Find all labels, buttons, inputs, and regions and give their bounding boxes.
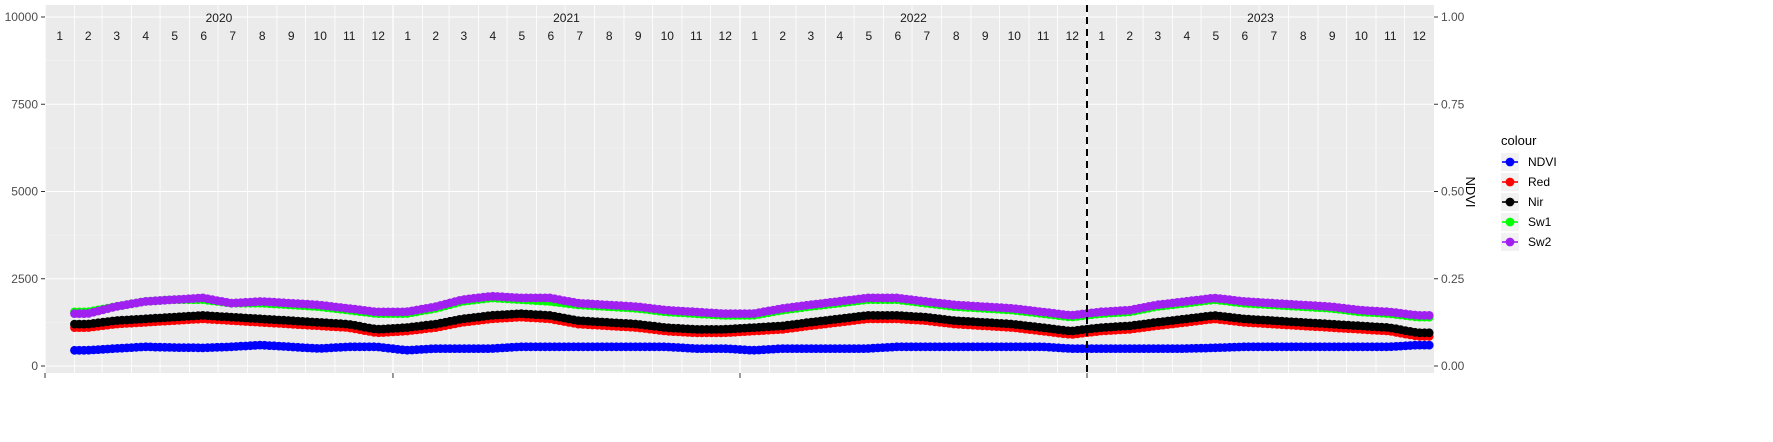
month-strip-label: 2 — [432, 29, 439, 43]
y-tick-label: 5000 — [11, 185, 38, 199]
series-sw2 — [70, 291, 1434, 320]
year-strip-label: 2021 — [553, 11, 580, 25]
month-strip-label: 12 — [372, 29, 386, 43]
month-strip-label: 8 — [953, 29, 960, 43]
series-nir — [70, 309, 1434, 338]
month-strip-label: 7 — [576, 29, 583, 43]
legend-label: Sw1 — [1528, 215, 1552, 229]
y-tick-label: 2500 — [11, 272, 38, 286]
month-strip-label: 8 — [1300, 29, 1307, 43]
data-point — [1424, 328, 1434, 338]
legend: colour NDVI Red Nir Sw1 Sw2 — [1501, 133, 1557, 251]
legend-label: Red — [1528, 175, 1550, 189]
month-strip-label: 5 — [865, 29, 872, 43]
month-strip-label: 10 — [1355, 29, 1369, 43]
month-strip-label: 4 — [1183, 29, 1190, 43]
axes: 0 2500 5000 7500 10000 0.00 0.25 0.50 0.75 1.00 — [5, 10, 1465, 378]
legend-label: Sw2 — [1528, 235, 1552, 249]
month-strip-label: 11 — [1384, 29, 1397, 43]
month-strip-label: 10 — [1008, 29, 1022, 43]
month-strip-label: 10 — [314, 29, 328, 43]
legend-label: NDVI — [1528, 155, 1557, 169]
legend-key-point — [1505, 177, 1515, 187]
y-tick-label: 0 — [31, 359, 38, 373]
legend-key-point — [1505, 197, 1515, 207]
legend-item-nir: Nir — [1501, 193, 1543, 211]
month-strip-label: 6 — [1241, 29, 1248, 43]
month-strip-label: 12 — [719, 29, 733, 43]
data-point — [1424, 311, 1434, 320]
month-strip-label: 6 — [200, 29, 207, 43]
y2-tick-label: 0.50 — [1441, 185, 1465, 199]
month-strip-label: 9 — [1329, 29, 1336, 43]
legend-key-point — [1505, 237, 1515, 247]
month-strip-label: 1 — [751, 29, 758, 43]
year-strip-label: 2022 — [900, 11, 927, 25]
month-strip-label: 1 — [56, 29, 63, 43]
month-strip-label: 2 — [85, 29, 92, 43]
month-strip-label: 6 — [894, 29, 901, 43]
month-strip-label: 5 — [171, 29, 178, 43]
y-tick-label: 7500 — [11, 97, 38, 111]
month-strip-label: 12 — [1066, 29, 1080, 43]
month-strip-label: 8 — [606, 29, 613, 43]
y2-tick-label: 1.00 — [1441, 10, 1465, 24]
month-strip-label: 11 — [690, 29, 703, 43]
month-strip-label: 3 — [1154, 29, 1161, 43]
month-strip-label: 1 — [1098, 29, 1105, 43]
legend-item-ndvi: NDVI — [1501, 153, 1557, 171]
month-strip-label: 12 — [1413, 29, 1427, 43]
month-strip-label: 7 — [923, 29, 930, 43]
month-strip-label: 3 — [807, 29, 814, 43]
month-strip-label: 9 — [982, 29, 989, 43]
year-strip-label: 2020 — [206, 11, 233, 25]
month-strip-label: 5 — [518, 29, 525, 43]
data-series — [70, 291, 1434, 355]
y2-tick-label: 0.75 — [1441, 97, 1465, 111]
month-strip-label: 6 — [547, 29, 554, 43]
month-strip-label: 3 — [460, 29, 467, 43]
month-strip-label: 7 — [229, 29, 236, 43]
legend-label: Nir — [1528, 195, 1543, 209]
month-strip-label: 4 — [142, 29, 149, 43]
month-strip-label: 7 — [1270, 29, 1277, 43]
month-strip-label: 9 — [288, 29, 295, 43]
month-strip-label: 3 — [113, 29, 120, 43]
month-strip-label: 11 — [343, 29, 356, 43]
month-strip-label: 4 — [489, 29, 496, 43]
y2-tick-label: 0.25 — [1441, 272, 1465, 286]
secondary-axis-title: NDVI — [1463, 176, 1478, 207]
month-strip-label: 4 — [836, 29, 843, 43]
month-strip-label: 10 — [661, 29, 675, 43]
y2-tick-label: 0.00 — [1441, 359, 1465, 373]
y-tick-label: 10000 — [5, 10, 39, 24]
month-strip-label: 2 — [1126, 29, 1133, 43]
legend-item-sw2: Sw2 — [1501, 233, 1552, 251]
month-strip-label: 8 — [259, 29, 266, 43]
month-strip-label: 11 — [1037, 29, 1050, 43]
legend-key-point — [1505, 157, 1515, 167]
legend-item-red: Red — [1501, 173, 1550, 191]
legend-key-point — [1505, 217, 1515, 227]
legend-item-sw1: Sw1 — [1501, 213, 1552, 231]
data-point — [1424, 340, 1434, 350]
legend-title: colour — [1501, 133, 1537, 148]
month-strip-label: 2 — [779, 29, 786, 43]
year-strip-label: 2023 — [1247, 11, 1274, 25]
month-strip-label: 1 — [404, 29, 411, 43]
month-strip-label: 9 — [635, 29, 642, 43]
month-strip-label: 5 — [1212, 29, 1219, 43]
series-ndvi — [70, 340, 1434, 355]
